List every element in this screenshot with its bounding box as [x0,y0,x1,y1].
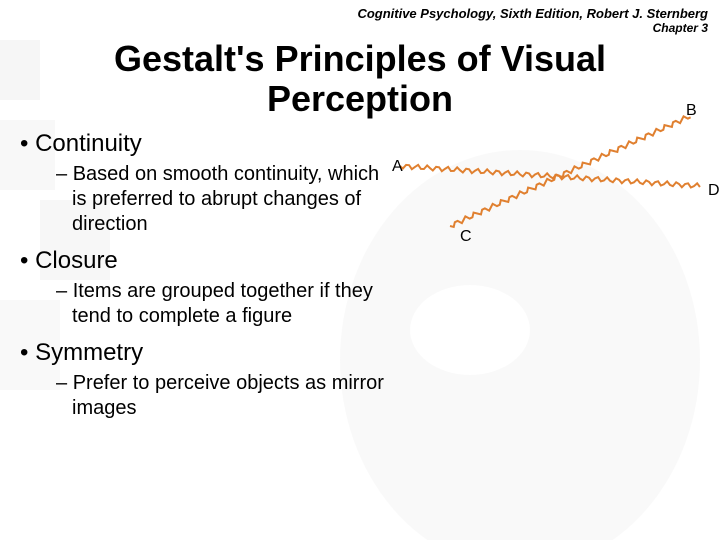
label-b: B [686,102,697,120]
label-a: A [392,158,403,176]
book-title: Cognitive Psychology, Sixth Edition, Rob… [0,6,708,21]
bullet-continuity-sub: Based on smooth continuity, which is pre… [56,162,390,237]
bullet-symmetry: Symmetry [20,339,400,367]
label-c: C [460,228,472,246]
bullet-closure: Closure [20,247,400,275]
continuity-diagram: A B C D [400,126,720,431]
bullet-closure-sub: Items are grouped together if they tend … [56,279,390,329]
slide-header: Cognitive Psychology, Sixth Edition, Rob… [0,0,720,35]
wavy-line-AD [400,165,700,188]
crossing-lines-svg [390,106,720,266]
label-d: D [708,182,720,200]
chapter-label: Chapter 3 [0,21,708,35]
bullet-list: Continuity Based on smooth continuity, w… [0,126,400,431]
bullet-symmetry-sub: Prefer to perceive objects as mirror ima… [56,371,390,421]
bullet-continuity: Continuity [20,130,400,158]
